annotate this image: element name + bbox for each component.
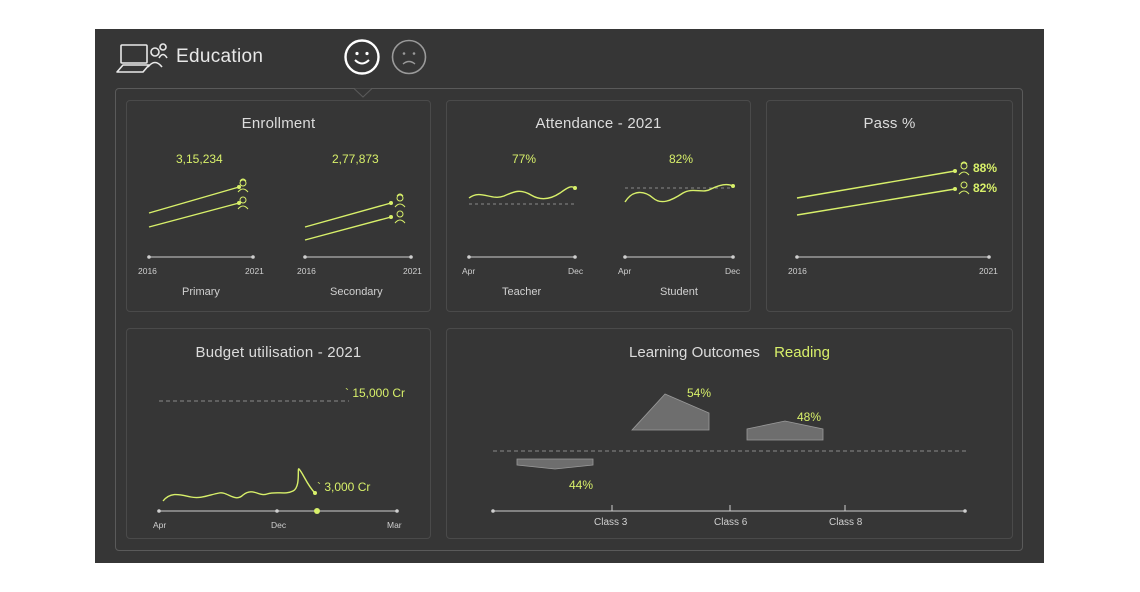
- primary-tick-end: 2021: [245, 266, 264, 276]
- enrollment-chart: [147, 178, 413, 259]
- secondary-female-line: [304, 202, 392, 228]
- female-icon: [237, 178, 249, 193]
- budget-title: Budget utilisation - 2021: [195, 344, 362, 361]
- class3-value: 44%: [569, 478, 594, 492]
- teacher-value: 77%: [512, 152, 537, 166]
- student-tick-end: Dec: [725, 266, 741, 276]
- secondary-tick-end: 2021: [403, 266, 422, 276]
- class3-bar: [516, 458, 594, 470]
- pass-male-value: 82%: [973, 181, 998, 195]
- budget-line: [162, 468, 316, 502]
- dashboard-frame: Education Enrollment 3,15,234 2,77,873: [95, 29, 1044, 563]
- class8-label: Class 8: [829, 517, 863, 528]
- teacher-tick-start: Apr: [462, 266, 476, 276]
- budget-tick-mar: Mar: [387, 520, 402, 530]
- teacher-line: [468, 186, 576, 200]
- app-title: Education: [176, 46, 264, 67]
- primary-female-line: [148, 186, 240, 214]
- male-icon: [394, 210, 406, 224]
- primary-tick-start: 2016: [138, 266, 157, 276]
- sad-face-icon[interactable]: [391, 39, 427, 75]
- primary-value: 3,15,234: [176, 152, 223, 166]
- pass-female-value: 88%: [973, 161, 998, 175]
- primary-label: Primary: [182, 286, 220, 298]
- male-icon: [958, 181, 970, 195]
- dashboard-container: [115, 88, 1023, 551]
- budget-tick-apr: Apr: [153, 520, 167, 530]
- class8-value: 48%: [797, 410, 822, 424]
- container-notch: [353, 88, 373, 98]
- class8-bar: [746, 420, 824, 441]
- pass-tick-start: 2016: [788, 266, 807, 276]
- budget-card[interactable]: Budget utilisation - 2021 ` 15,000 Cr ` …: [126, 328, 431, 539]
- learning-chart: [491, 393, 967, 513]
- pass-female-line: [796, 170, 956, 199]
- secondary-tick-start: 2016: [297, 266, 316, 276]
- budget-current-marker: [314, 508, 320, 514]
- enrollment-card[interactable]: Enrollment 3,15,234 2,77,873: [126, 100, 431, 312]
- female-icon: [958, 161, 970, 176]
- budget-actual-label: ` 3,000 Cr: [317, 480, 371, 494]
- learning-header: Learning Outcomes Reading: [447, 344, 1012, 361]
- student-tick-start: Apr: [618, 266, 632, 276]
- pass-tick-end: 2021: [979, 266, 998, 276]
- teacher-tick-end: Dec: [568, 266, 584, 276]
- budget-tick-dec: Dec: [271, 520, 287, 530]
- enrollment-title: Enrollment: [241, 115, 316, 132]
- top-bar: Education: [95, 29, 1044, 89]
- female-icon: [394, 193, 406, 208]
- happy-face-icon[interactable]: [344, 39, 380, 75]
- secondary-value: 2,77,873: [332, 152, 379, 166]
- learning-card[interactable]: Learning Outcomes Reading 44% 54% 48% Cl…: [446, 328, 1013, 539]
- male-icon: [237, 196, 249, 210]
- class6-bar: [631, 393, 710, 431]
- education-logo-icon: [116, 43, 168, 73]
- learning-title: Learning Outcomes: [629, 344, 760, 361]
- teacher-label: Teacher: [502, 286, 542, 298]
- budget-target-label: ` 15,000 Cr: [345, 386, 406, 400]
- pass-card[interactable]: Pass % 88% 82% 2016 2021: [766, 100, 1013, 312]
- secondary-label: Secondary: [330, 286, 383, 298]
- attendance-title: Attendance - 2021: [535, 115, 662, 132]
- class6-value: 54%: [687, 386, 712, 400]
- pass-chart: [795, 161, 991, 259]
- primary-male-line: [148, 202, 240, 228]
- class3-label: Class 3: [594, 517, 628, 528]
- attendance-chart: [467, 183, 735, 259]
- student-line: [624, 183, 734, 203]
- student-label: Student: [660, 286, 698, 298]
- secondary-male-line: [304, 216, 392, 241]
- pass-male-line: [796, 188, 956, 216]
- attendance-card[interactable]: Attendance - 2021 77% 82% Apr Dec Apr De…: [446, 100, 751, 312]
- student-value: 82%: [669, 152, 694, 166]
- learning-subject[interactable]: Reading: [774, 344, 830, 361]
- budget-chart: [157, 400, 399, 514]
- pass-title: Pass %: [863, 115, 916, 132]
- class6-label: Class 6: [714, 517, 748, 528]
